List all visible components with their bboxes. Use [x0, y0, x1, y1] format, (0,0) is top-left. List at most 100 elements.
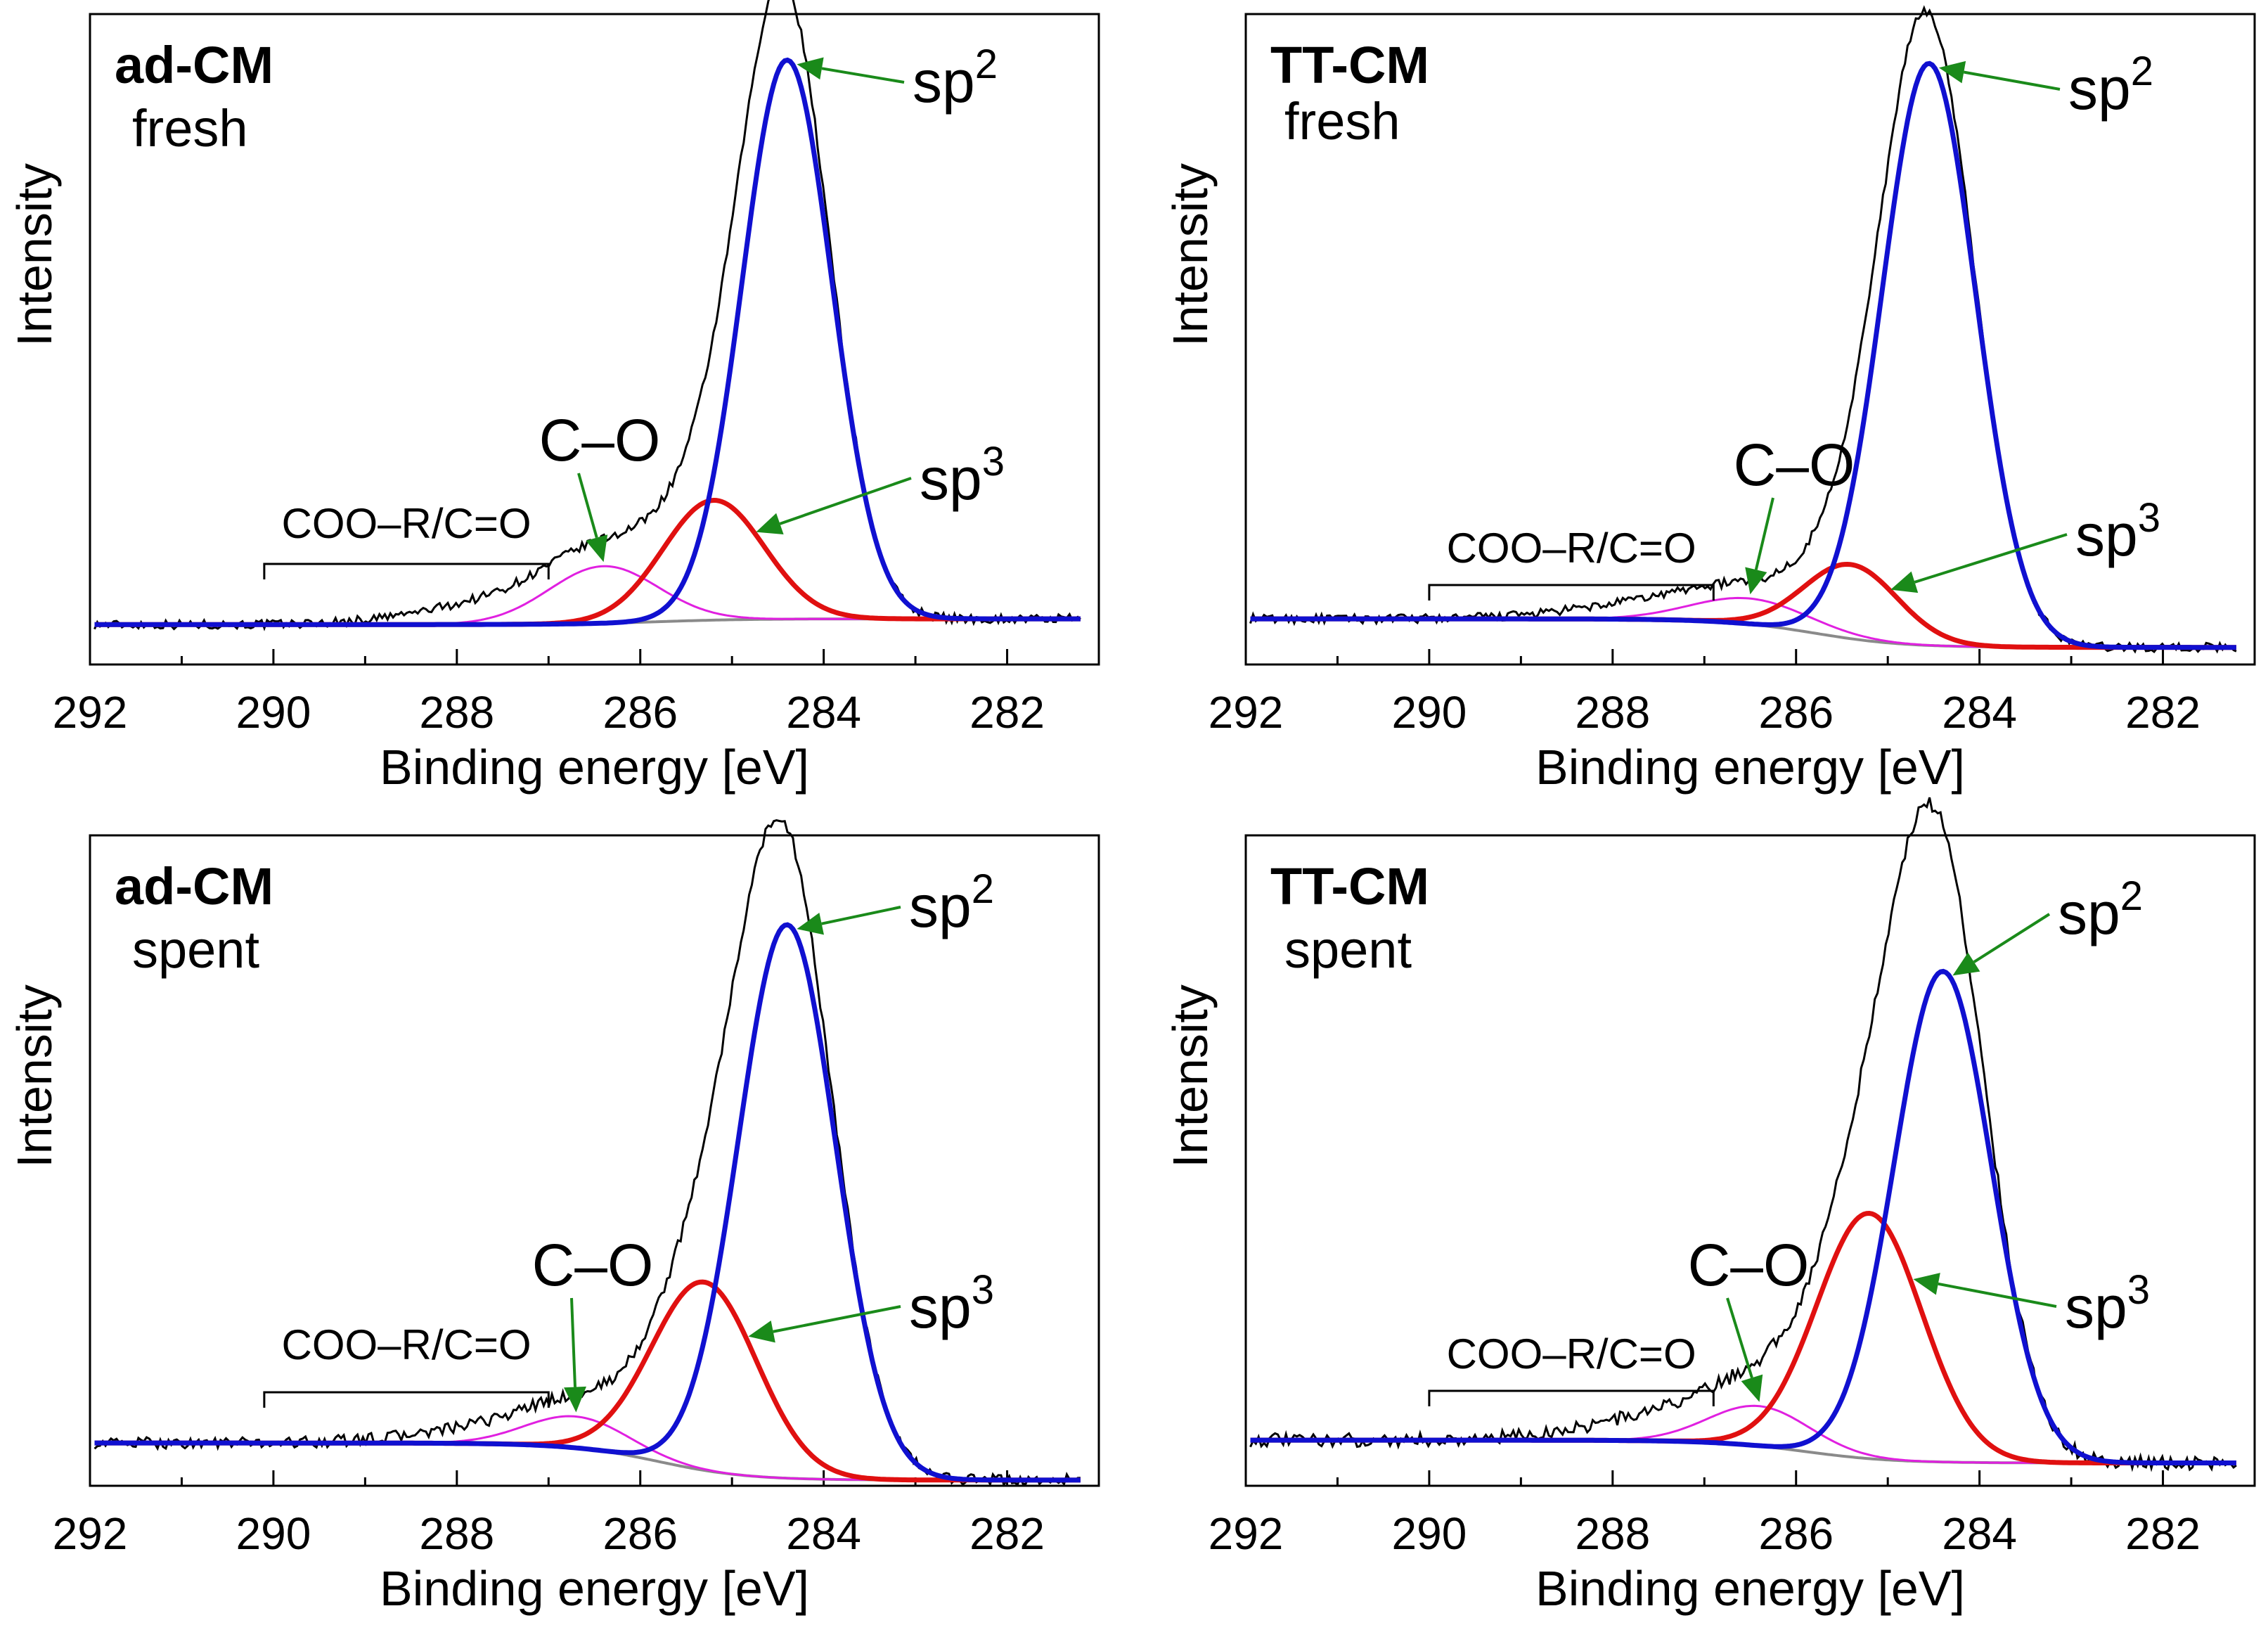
- x-tick-label: 290: [1392, 1508, 1467, 1559]
- peak-label-sp2: sp2: [913, 41, 998, 115]
- range-bracket: [263, 1391, 550, 1408]
- sp3-arrow-head: [748, 1321, 775, 1343]
- peak-label-sup: 3: [2127, 1267, 2150, 1313]
- c-o-arrow-head: [564, 1386, 586, 1413]
- peak-label-text: sp: [920, 446, 982, 512]
- raw-data-line: [1249, 797, 2237, 1472]
- peak-label-sup: 2: [2131, 49, 2153, 94]
- peak-label-sup: 3: [972, 1267, 994, 1313]
- sp2-arrow: [1963, 70, 2061, 91]
- range-bracket-label: COO–R/C=O: [1447, 1330, 1696, 1378]
- peak-label-text: sp: [909, 873, 972, 939]
- range-bracket-label: COO–R/C=O: [1447, 525, 1696, 572]
- x-axis-title: Binding energy [eV]: [380, 1561, 809, 1616]
- x-axis-title: Binding energy [eV]: [380, 740, 809, 795]
- peak-label-c-o: C–O: [1688, 1232, 1810, 1298]
- peak-label-sp3: sp3: [2075, 495, 2160, 568]
- sp2-arrow-head: [797, 913, 824, 935]
- peak-label-sup: 2: [972, 866, 994, 912]
- chart-panel-1: 292 290 288 286 284 282 Binding energy [eV] Int…: [7, 0, 1100, 795]
- chart-panel-3: 292 290 288 286 284 282 Binding energy [eV] Int…: [7, 819, 1100, 1616]
- x-tick-label: 290: [1392, 687, 1467, 738]
- peak-label-c-o: C–O: [1734, 432, 1855, 498]
- panel-subtitle: fresh: [1284, 92, 1400, 150]
- panel-title: ad-CM: [115, 857, 273, 916]
- x-tick-label: 284: [786, 687, 861, 738]
- x-tick-label: 284: [1942, 687, 2017, 738]
- x-tick-label: 286: [603, 687, 678, 738]
- peak-label-sup: 2: [975, 41, 998, 87]
- x-tick-label: 282: [969, 687, 1045, 738]
- sp2-arrow-head: [1952, 952, 1980, 976]
- panel-subtitle: fresh: [132, 99, 248, 158]
- x-tick-label: 288: [1575, 1508, 1650, 1559]
- peak-label-sp3: sp3: [2065, 1267, 2150, 1340]
- peak-label-text: sp: [2068, 56, 2131, 122]
- y-axis-title: Intensity: [7, 984, 62, 1168]
- x-tick-label: 290: [236, 1508, 311, 1559]
- x-tick-label: 286: [603, 1508, 678, 1559]
- c-o-arrow: [1726, 1297, 1753, 1378]
- x-tick-label: 292: [53, 1508, 128, 1559]
- sp2-arrow-head: [797, 57, 824, 80]
- peak-label-sp3: sp3: [909, 1267, 994, 1340]
- fit-sp3: [1250, 561, 2236, 650]
- fit-sp3: [94, 497, 1081, 627]
- x-tick-label: 288: [419, 687, 494, 738]
- x-tick-label: 292: [1209, 1508, 1284, 1559]
- peak-label-sup: 3: [2138, 495, 2160, 541]
- peak-label-text: sp: [2058, 880, 2120, 946]
- peak-label-sup: 2: [2120, 873, 2143, 919]
- peak-label-sp2: sp2: [2068, 49, 2153, 122]
- x-tick-label: 286: [1758, 1508, 1834, 1559]
- panel-subtitle: spent: [1284, 920, 1412, 979]
- peak-label-sup: 3: [982, 439, 1005, 484]
- sp3-arrow: [1914, 533, 2068, 584]
- y-axis-title: Intensity: [7, 163, 62, 347]
- plot-frame: [1244, 834, 2256, 1487]
- sp3-arrow-head: [756, 513, 784, 534]
- range-bracket: [1428, 584, 1715, 601]
- panel-subtitle: spent: [132, 920, 259, 979]
- y-axis-title: Intensity: [1163, 984, 1218, 1168]
- c-o-arrow: [570, 1297, 576, 1387]
- c-o-arrow: [1754, 497, 1774, 570]
- x-tick-label: 282: [969, 1508, 1045, 1559]
- x-tick-label: 290: [236, 687, 311, 738]
- x-tick-label: 284: [1942, 1508, 2017, 1559]
- peak-label-c-o: C–O: [532, 1232, 654, 1298]
- range-bracket-label: COO–R/C=O: [282, 500, 531, 547]
- range-bracket: [263, 563, 550, 579]
- x-tick-label: 292: [1209, 687, 1284, 738]
- plot-frame: [89, 13, 1100, 666]
- sp2-arrow: [821, 67, 905, 84]
- y-axis-title: Intensity: [1163, 163, 1218, 347]
- sp3-arrow-head: [1913, 1273, 1940, 1295]
- sp3-arrow: [1938, 1282, 2057, 1308]
- panel-title: TT-CM: [1270, 36, 1429, 94]
- x-tick-label: 292: [53, 687, 128, 738]
- fit-sp2: [1250, 968, 2236, 1465]
- x-tick-label: 288: [1575, 687, 1650, 738]
- peak-label-text: sp: [2075, 502, 2138, 568]
- c-o-arrow-head: [1745, 567, 1767, 595]
- raw-data-line: [94, 819, 1081, 1487]
- x-tick-label: 284: [786, 1508, 861, 1559]
- chart-panel-4: 292 290 288 286 284 282 Binding energy [eV] Int…: [1163, 797, 2256, 1616]
- peak-label-text: sp: [2065, 1274, 2127, 1340]
- chart-panel-2: 292 290 288 286 284 282 Binding energy [eV] Int…: [1163, 5, 2256, 795]
- c-o-arrow-head: [1741, 1374, 1763, 1402]
- peak-label-c-o: C–O: [539, 407, 661, 473]
- peak-label-sp2: sp2: [2058, 873, 2143, 946]
- peak-label-sp3: sp3: [920, 439, 1005, 512]
- peak-label-text: sp: [909, 1274, 972, 1340]
- sp3-arrow: [773, 1305, 901, 1333]
- fit-sp2: [1250, 60, 2236, 650]
- fit-c-o: [1250, 1404, 2236, 1464]
- peak-label-text: sp: [913, 49, 975, 115]
- sp2-arrow: [821, 906, 901, 925]
- x-axis-title: Binding energy [eV]: [1535, 740, 1965, 795]
- x-tick-label: 282: [2125, 1508, 2201, 1559]
- c-o-arrow-head: [586, 534, 608, 563]
